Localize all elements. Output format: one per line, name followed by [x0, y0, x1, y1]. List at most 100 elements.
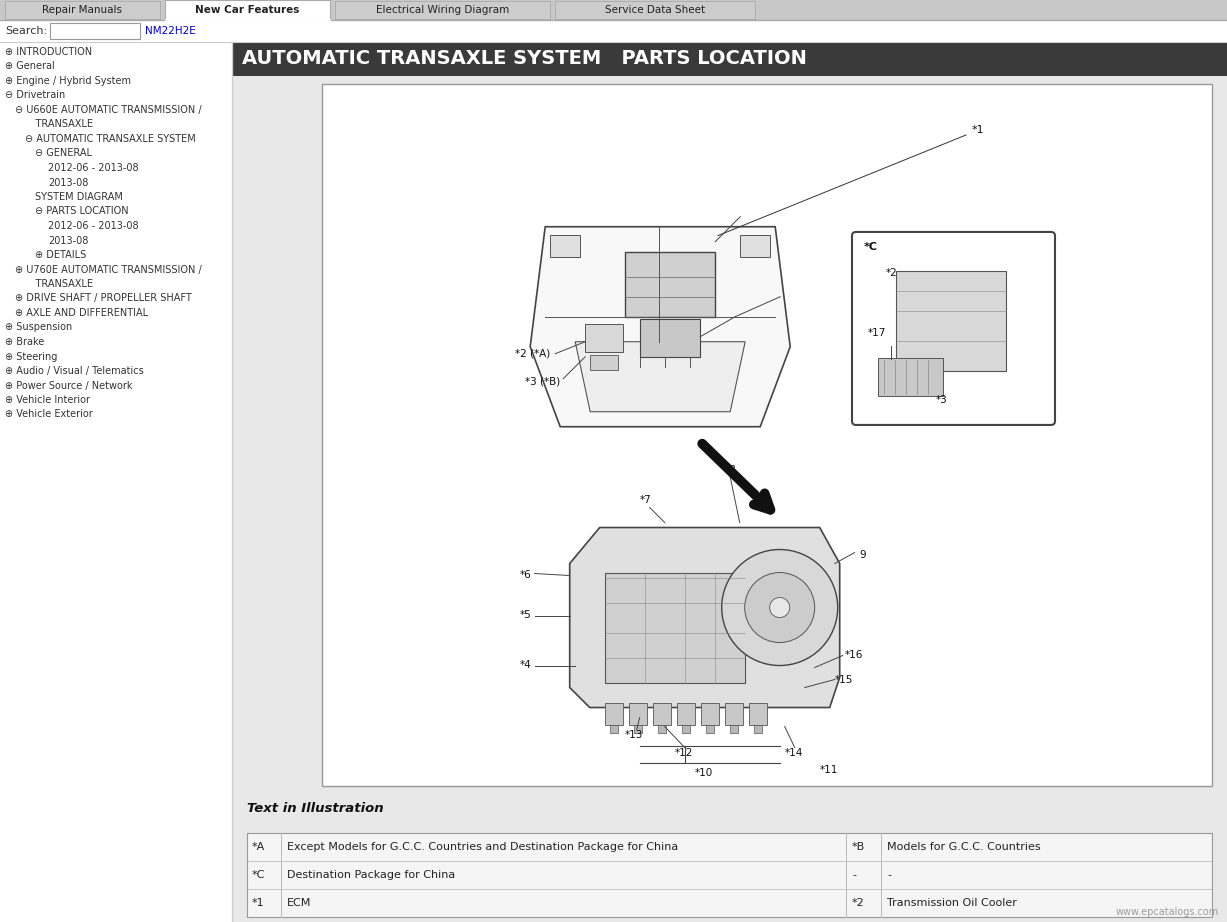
- Text: NM22H2E: NM22H2E: [145, 26, 196, 36]
- Text: *6: *6: [520, 570, 531, 580]
- Text: *16: *16: [844, 649, 863, 659]
- Text: ⊕ Steering: ⊕ Steering: [5, 351, 58, 361]
- Text: *3 (*B): *3 (*B): [525, 377, 561, 386]
- Circle shape: [721, 550, 838, 666]
- Text: *8: *8: [725, 465, 736, 475]
- Text: ⊕ AXLE AND DIFFERENTIAL: ⊕ AXLE AND DIFFERENTIAL: [15, 308, 148, 318]
- Text: Repair Manuals: Repair Manuals: [43, 5, 123, 15]
- Bar: [5, 1, 160, 19]
- Bar: [0, 42, 232, 922]
- Text: ⊖ Drivetrain: ⊖ Drivetrain: [5, 90, 65, 100]
- Bar: [626, 252, 715, 317]
- Text: *5: *5: [520, 609, 531, 620]
- Text: -: -: [887, 870, 891, 880]
- Text: *2 (*A): *2 (*A): [515, 349, 551, 359]
- Text: Destination Package for China: Destination Package for China: [287, 870, 455, 880]
- Text: Transmission Oil Cooler: Transmission Oil Cooler: [887, 898, 1017, 908]
- Bar: [550, 235, 580, 256]
- Bar: [0, 20, 1227, 42]
- Text: 2012-06 - 2013-08: 2012-06 - 2013-08: [48, 221, 139, 231]
- Polygon shape: [569, 527, 839, 707]
- Text: ⊕ Engine / Hybrid System: ⊕ Engine / Hybrid System: [5, 76, 131, 86]
- Text: ⊕ Brake: ⊕ Brake: [5, 337, 44, 347]
- Text: Models for G.C.C. Countries: Models for G.C.C. Countries: [887, 842, 1040, 852]
- Text: *2: *2: [852, 898, 865, 908]
- Bar: [164, 0, 330, 21]
- Text: ⊕ General: ⊕ General: [5, 62, 55, 72]
- Text: ECM: ECM: [287, 898, 312, 908]
- Text: 9: 9: [860, 550, 866, 560]
- Text: ⊕ U760E AUTOMATIC TRANSMISSION /: ⊕ U760E AUTOMATIC TRANSMISSION /: [15, 265, 201, 275]
- Bar: [740, 235, 771, 256]
- Bar: [50, 23, 140, 39]
- Bar: [247, 833, 1212, 917]
- Bar: [753, 725, 762, 732]
- Bar: [628, 703, 647, 725]
- Bar: [879, 358, 944, 396]
- Bar: [658, 725, 666, 732]
- Text: -: -: [852, 870, 856, 880]
- Text: *B: *B: [852, 842, 865, 852]
- Text: *1: *1: [252, 898, 265, 908]
- Circle shape: [745, 573, 815, 643]
- Text: *17: *17: [867, 328, 886, 338]
- Text: *7: *7: [639, 494, 652, 504]
- Bar: [748, 703, 767, 725]
- Text: *C: *C: [252, 870, 265, 880]
- Text: AUTOMATIC TRANSAXLE SYSTEM   PARTS LOCATION: AUTOMATIC TRANSAXLE SYSTEM PARTS LOCATIO…: [242, 50, 807, 68]
- Text: *2: *2: [886, 268, 898, 278]
- Bar: [555, 1, 755, 19]
- Text: New Car Features: New Car Features: [195, 5, 299, 15]
- Text: SYSTEM DIAGRAM: SYSTEM DIAGRAM: [36, 192, 123, 202]
- Text: ⊖ AUTOMATIC TRANSAXLE SYSTEM: ⊖ AUTOMATIC TRANSAXLE SYSTEM: [25, 134, 196, 144]
- Text: ⊕ Vehicle Exterior: ⊕ Vehicle Exterior: [5, 409, 93, 420]
- Text: *4: *4: [520, 659, 531, 669]
- Text: www.epcatalogs.com: www.epcatalogs.com: [1115, 907, 1218, 917]
- Text: Electrical Wiring Diagram: Electrical Wiring Diagram: [375, 5, 509, 15]
- Text: ⊕ Suspension: ⊕ Suspension: [5, 323, 72, 333]
- Circle shape: [769, 597, 790, 618]
- Polygon shape: [575, 342, 745, 412]
- Polygon shape: [530, 227, 790, 427]
- Text: *A: *A: [252, 842, 265, 852]
- Bar: [610, 725, 617, 732]
- Text: TRANSAXLE: TRANSAXLE: [23, 120, 93, 129]
- Bar: [232, 42, 1227, 922]
- Text: *14: *14: [785, 748, 804, 758]
- Bar: [0, 0, 1227, 20]
- Bar: [247, 861, 1212, 889]
- Text: ⊖ GENERAL: ⊖ GENERAL: [36, 148, 92, 159]
- Text: *10: *10: [694, 767, 713, 777]
- Bar: [605, 703, 622, 725]
- Text: ⊕ Vehicle Interior: ⊕ Vehicle Interior: [5, 395, 90, 405]
- Text: ⊕ DETAILS: ⊕ DETAILS: [36, 250, 86, 260]
- Text: *C: *C: [864, 242, 879, 252]
- Text: ⊕ Power Source / Network: ⊕ Power Source / Network: [5, 381, 133, 391]
- Text: ⊕ DRIVE SHAFT / PROPELLER SHAFT: ⊕ DRIVE SHAFT / PROPELLER SHAFT: [15, 293, 191, 303]
- Text: *12: *12: [675, 748, 693, 758]
- Text: Text in Illustration: Text in Illustration: [247, 802, 384, 815]
- Bar: [896, 271, 1006, 371]
- Text: ⊕ Audio / Visual / Telematics: ⊕ Audio / Visual / Telematics: [5, 366, 144, 376]
- Text: 2013-08: 2013-08: [48, 235, 88, 245]
- Bar: [247, 889, 1212, 917]
- Bar: [633, 725, 642, 732]
- Text: Search:: Search:: [5, 26, 47, 36]
- Bar: [653, 703, 671, 725]
- Text: ⊖ U660E AUTOMATIC TRANSMISSION /: ⊖ U660E AUTOMATIC TRANSMISSION /: [15, 105, 201, 115]
- Text: *11: *11: [820, 764, 838, 774]
- Bar: [232, 42, 1227, 76]
- Text: ⊖ PARTS LOCATION: ⊖ PARTS LOCATION: [36, 207, 129, 217]
- Bar: [321, 84, 1212, 786]
- Text: TRANSAXLE: TRANSAXLE: [23, 279, 93, 289]
- Bar: [605, 573, 745, 682]
- FancyBboxPatch shape: [852, 232, 1055, 425]
- Text: 2012-06 - 2013-08: 2012-06 - 2013-08: [48, 163, 139, 173]
- Bar: [590, 355, 618, 370]
- Bar: [247, 833, 1212, 861]
- Bar: [725, 703, 742, 725]
- Bar: [585, 324, 623, 351]
- Bar: [701, 703, 719, 725]
- Bar: [335, 1, 550, 19]
- Bar: [640, 319, 701, 357]
